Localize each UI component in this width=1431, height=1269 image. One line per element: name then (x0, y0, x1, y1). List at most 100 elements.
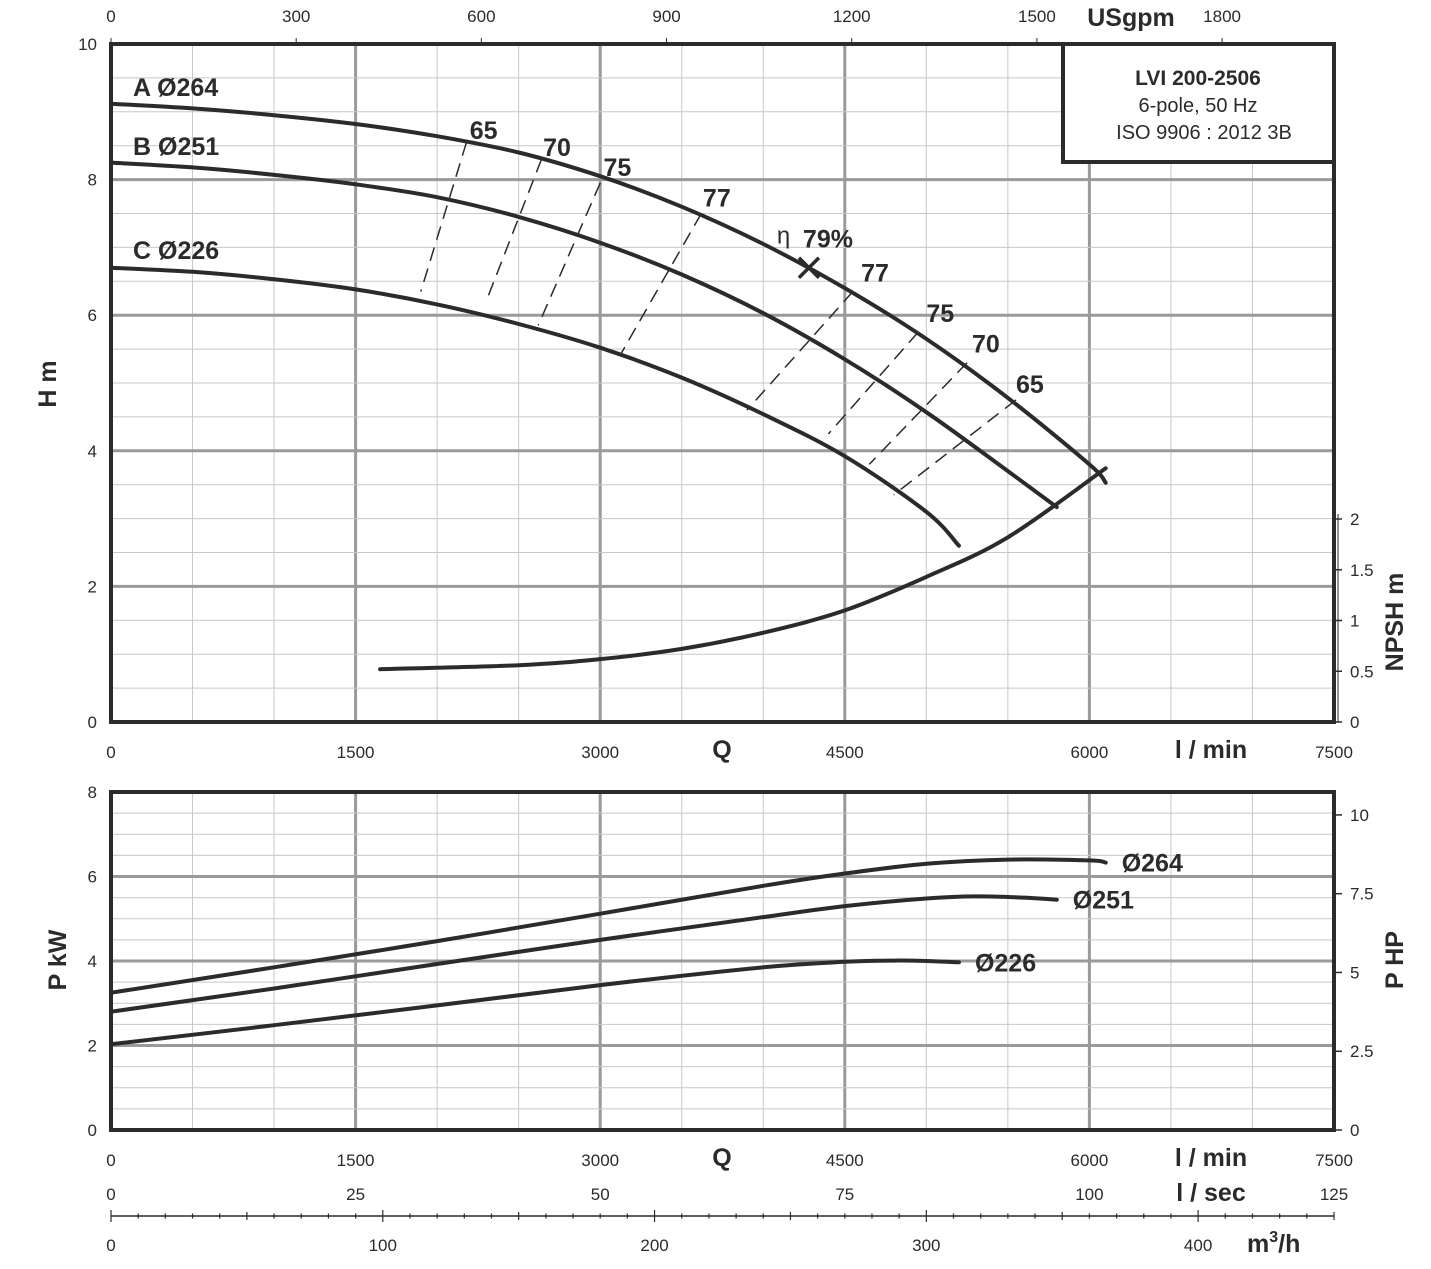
power-curve-label: Ø226 (975, 949, 1036, 977)
hp-tick-label: 7.5 (1350, 885, 1374, 904)
plot-frame (109, 790, 1336, 1132)
head-curve-label: B Ø251 (133, 133, 219, 161)
usgpm-tick-label: 1200 (833, 7, 871, 26)
head-axis-label: H m (34, 360, 62, 407)
power-kw-tick-label: 8 (88, 783, 97, 802)
bep-efficiency-label: 79% (803, 226, 853, 254)
power-kw-tick-label: 6 (88, 868, 97, 887)
efficiency-iso-line (893, 399, 1017, 496)
flow-scales: 0 25 50 75 100 125 0 100 200 300 400 (106, 1185, 1348, 1255)
efficiency-value-label: 70 (972, 330, 1000, 358)
lsec-tick-label: 100 (1075, 1185, 1103, 1204)
npsh-tick-label: 1.5 (1350, 561, 1374, 580)
efficiency-iso-line (868, 362, 968, 465)
lmin-label-bottom: l / min (1175, 1144, 1247, 1172)
power-x-tick-label: 3000 (581, 1151, 619, 1170)
head-x-tick-label: 7500 (1315, 743, 1353, 762)
head-curve-label: A Ø264 (133, 74, 218, 102)
lmin-label-top: l / min (1175, 736, 1247, 764)
power-panel: 0 2 4 6 8 0 1500 3000 4500 6000 7500 0 2.5 5 7.5 10 Ø264… (88, 783, 1374, 1170)
usgpm-tick-label: 300 (282, 7, 310, 26)
hp-tick-label: 0 (1350, 1121, 1359, 1140)
efficiency-iso-line (420, 142, 468, 292)
power-x-tick-label: 0 (106, 1151, 115, 1170)
efficiency-iso-line (537, 182, 601, 326)
npsh-tick-label: 0.5 (1350, 662, 1374, 681)
flow-q-label-bottom: Q (712, 1144, 731, 1172)
lsec-tick-label: 50 (591, 1185, 610, 1204)
efficiency-value-label: 65 (470, 117, 498, 145)
power-kw-tick-label: 4 (88, 952, 97, 971)
model-standard: ISO 9906 : 2012 3B (1116, 122, 1292, 144)
usgpm-tick-label: 1800 (1203, 7, 1241, 26)
plot-frame (109, 42, 1336, 724)
hp-tick-label: 10 (1350, 806, 1369, 825)
head-y-tick-label: 2 (88, 577, 97, 596)
head-x-tick-label: 0 (106, 743, 115, 762)
efficiency-iso-line (619, 213, 702, 357)
efficiency-iso-line (746, 290, 854, 411)
head-curve (109, 101, 1108, 485)
usgpm-tick-label: 0 (106, 7, 115, 26)
power-kw-axis-label: P kW (44, 929, 72, 990)
npsh-curve (378, 466, 1108, 672)
npsh-tick-label: 2 (1350, 510, 1359, 529)
power-curve (109, 894, 1059, 1014)
power-curve (109, 857, 1108, 995)
head-x-tick-label: 1500 (337, 743, 375, 762)
power-x-tick-label: 6000 (1070, 1151, 1108, 1170)
efficiency-value-label: 75 (603, 154, 631, 182)
flow-q-label-top: Q (712, 736, 731, 764)
head-x-tick-label: 6000 (1070, 743, 1108, 762)
efficiency-value-label: 77 (861, 259, 889, 287)
power-curve (109, 958, 961, 1047)
model-title: LVI 200-2506 (1135, 67, 1261, 90)
hp-tick-label: 2.5 (1350, 1042, 1374, 1061)
head-x-tick-label: 3000 (581, 743, 619, 762)
head-y-tick-label: 4 (88, 442, 97, 461)
bep-marker (797, 256, 821, 279)
eta-symbol: η (777, 223, 790, 250)
power-kw-tick-label: 0 (88, 1121, 97, 1140)
head-y-tick-label: 0 (88, 713, 97, 732)
lsec-tick-label: 125 (1320, 1185, 1348, 1204)
npsh-axis-label: NPSH m (1381, 573, 1409, 672)
efficiency-value-label: 75 (926, 300, 954, 328)
usgpm-tick-label: 1500 (1018, 7, 1056, 26)
head-y-tick-label: 10 (78, 35, 97, 54)
power-curve-label: Ø264 (1122, 850, 1183, 878)
efficiency-iso-line (827, 331, 919, 435)
usgpm-axis-label: USgpm (1087, 4, 1175, 32)
m3h-tick-label: 200 (640, 1236, 668, 1255)
power-curve-label: Ø251 (1073, 887, 1134, 915)
lsec-tick-label: 0 (106, 1185, 115, 1204)
m3h-tick-label: 400 (1184, 1236, 1212, 1255)
head-curve-label: C Ø226 (133, 237, 219, 265)
efficiency-value-label: 70 (543, 134, 571, 162)
power-x-tick-label: 4500 (826, 1151, 864, 1170)
m3h-tick-label: 0 (106, 1236, 115, 1255)
head-y-tick-label: 8 (88, 171, 97, 190)
lsec-tick-label: 75 (835, 1185, 854, 1204)
head-curve (109, 265, 961, 548)
efficiency-value-label: 65 (1016, 371, 1044, 399)
head-x-tick-label: 4500 (826, 743, 864, 762)
hp-tick-label: 5 (1350, 963, 1359, 982)
head-y-tick-label: 6 (88, 306, 97, 325)
lsec-label: l / sec (1176, 1179, 1246, 1207)
lsec-tick-label: 25 (346, 1185, 365, 1204)
usgpm-tick-label: 600 (467, 7, 495, 26)
power-kw-tick-label: 2 (88, 1037, 97, 1056)
efficiency-iso-line (485, 158, 543, 302)
title-box: LVI 200-2506 6-pole, 50 Hz ISO 9906 : 20… (1061, 42, 1336, 164)
power-x-tick-label: 1500 (337, 1151, 375, 1170)
npsh-tick-label: 1 (1350, 612, 1359, 631)
m3h-tick-label: 100 (369, 1236, 397, 1255)
m3h-label: m3/h (1247, 1229, 1300, 1258)
model-subtitle: 6-pole, 50 Hz (1139, 95, 1258, 117)
npsh-tick-label: 0 (1350, 713, 1359, 732)
head-curve (109, 160, 1059, 510)
m3h-tick-label: 300 (912, 1236, 940, 1255)
power-x-tick-label: 7500 (1315, 1151, 1353, 1170)
